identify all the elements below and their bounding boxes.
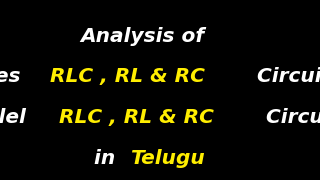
Text: Series: Series bbox=[0, 67, 28, 86]
Text: Telugu: Telugu bbox=[130, 149, 205, 168]
Text: Circuits: Circuits bbox=[250, 67, 320, 86]
Text: RLC , RL & RC: RLC , RL & RC bbox=[50, 67, 205, 86]
Text: Parallel: Parallel bbox=[0, 108, 33, 127]
Text: RLC , RL & RC: RLC , RL & RC bbox=[59, 108, 214, 127]
Text: Analysis of: Analysis of bbox=[80, 26, 204, 46]
Text: in: in bbox=[93, 149, 122, 168]
Text: Circuits: Circuits bbox=[259, 108, 320, 127]
